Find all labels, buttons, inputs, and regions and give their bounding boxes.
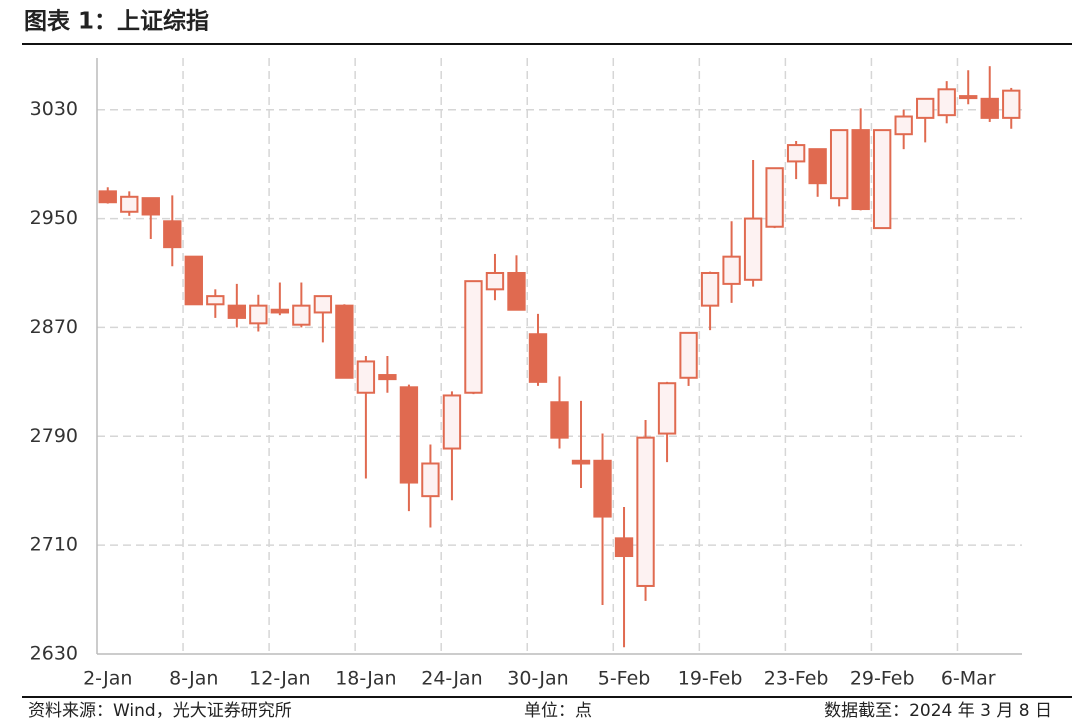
y-tick-label: 2950: [30, 207, 78, 229]
candle-body: [959, 95, 978, 100]
candle-body: [163, 220, 182, 249]
candle-body: [593, 459, 612, 518]
candle-body: [765, 167, 784, 228]
candle-body: [937, 88, 956, 117]
x-tick-label: 23-Feb: [764, 668, 829, 690]
candle-body: [808, 148, 827, 185]
note: 数据截至：2024 年 3 月 8 日: [824, 701, 1052, 721]
candle-body: [292, 304, 311, 326]
unit: 单位：点: [524, 701, 592, 721]
x-tick-label: 30-Jan: [507, 668, 568, 690]
candle-body: [184, 255, 203, 306]
source: 资料来源：Wind，光大证券研究所: [28, 701, 292, 721]
candle-body: [894, 115, 913, 136]
candle-body: [378, 374, 397, 381]
candle-body: [313, 295, 333, 314]
y-tick-label: 2630: [30, 643, 78, 665]
x-tick-label: 8-Jan: [169, 668, 218, 690]
x-tick-label: 24-Jan: [421, 668, 482, 690]
candle-body: [571, 459, 591, 465]
candle-body: [743, 217, 763, 281]
candle-body: [528, 333, 548, 383]
chart-title: 图表 1：上证综指: [24, 8, 209, 35]
candle-body: [679, 331, 698, 379]
candle-body: [227, 304, 247, 319]
candle-body: [980, 97, 999, 119]
x-tick-label: 29-Feb: [850, 668, 915, 690]
x-tick-label: 12-Jan: [249, 668, 310, 690]
y-tick-label: 2790: [30, 425, 78, 447]
candle-body: [335, 304, 354, 379]
candle-body: [829, 129, 849, 200]
candle-body: [1002, 89, 1021, 119]
x-tick-label: 18-Jan: [335, 668, 396, 690]
candle-body: [636, 436, 655, 587]
candle-body: [916, 97, 935, 119]
candle-body: [98, 190, 117, 204]
y-tick-label: 2870: [30, 316, 78, 338]
candle-body: [399, 386, 419, 484]
candle-body: [851, 129, 870, 211]
candle-body: [270, 308, 290, 314]
candle-body: [614, 537, 634, 558]
candle-body: [442, 394, 462, 450]
y-tick-label: 3030: [30, 98, 78, 120]
candle-body: [485, 271, 505, 291]
candle-body: [873, 129, 892, 230]
y-tick-label: 2710: [30, 534, 78, 556]
x-tick-label: 6-Mar: [941, 668, 996, 690]
candle-body: [657, 382, 677, 435]
candle-body: [141, 197, 160, 216]
x-tick-label: 5-Feb: [598, 668, 651, 690]
x-tick-label: 19-Feb: [678, 668, 743, 690]
candle-body: [356, 360, 376, 394]
candle-body: [722, 255, 741, 285]
candle-body: [206, 295, 225, 306]
candle-body: [507, 271, 526, 311]
candle-body: [421, 462, 440, 498]
candle-body: [700, 271, 720, 307]
candle-body: [550, 401, 569, 439]
x-tick-label: 2-Jan: [83, 668, 132, 690]
candle-body: [786, 144, 806, 163]
candle-body: [249, 304, 268, 325]
candle-body: [464, 280, 483, 394]
candle-body: [120, 195, 139, 213]
